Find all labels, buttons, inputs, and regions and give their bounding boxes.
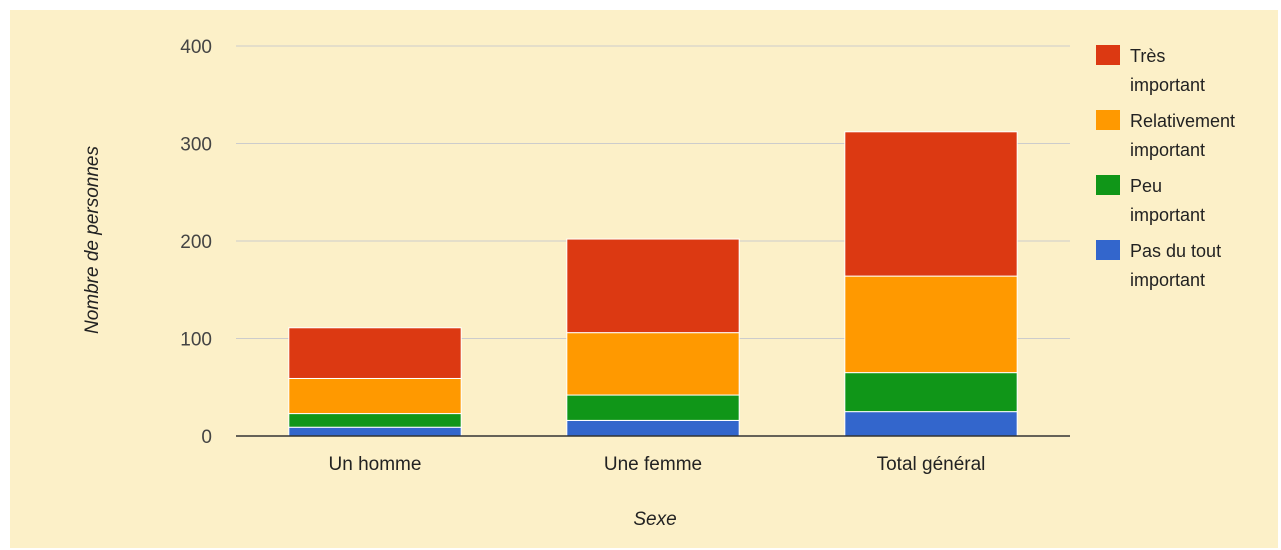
legend-swatch bbox=[1096, 45, 1120, 65]
y-axis-title: Nombre de personnes bbox=[82, 146, 103, 334]
x-axis-title: Sexe bbox=[633, 509, 676, 530]
legend-swatch bbox=[1096, 110, 1120, 130]
legend-item: Très important bbox=[1096, 45, 1205, 95]
bars bbox=[288, 131, 1018, 437]
legend-swatch bbox=[1096, 175, 1120, 195]
legend-item: Pas du tout important bbox=[1096, 240, 1221, 290]
x-tick-label: Total général bbox=[877, 454, 986, 475]
legend-label: Relativement important bbox=[1130, 111, 1235, 160]
bar-segment bbox=[844, 411, 1018, 437]
bar-segment bbox=[844, 131, 1018, 277]
legend-item: Relativement important bbox=[1096, 110, 1235, 160]
bar-segment bbox=[288, 413, 462, 428]
legend-swatch bbox=[1096, 240, 1120, 260]
y-tick-label: 0 bbox=[201, 427, 212, 448]
bar-segment bbox=[566, 394, 740, 421]
legend-label: Peu important bbox=[1130, 176, 1205, 225]
bar-segment bbox=[566, 238, 740, 334]
x-tick-labels: Un homme Une femme Total général bbox=[329, 454, 986, 475]
y-tick-label: 200 bbox=[180, 232, 212, 253]
legend-label: Pas du tout important bbox=[1130, 241, 1221, 290]
y-tick-label: 400 bbox=[180, 37, 212, 58]
x-tick-label: Une femme bbox=[604, 454, 702, 475]
bar-segment bbox=[844, 275, 1018, 374]
bar-segment bbox=[288, 426, 462, 437]
legend-item: Peu important bbox=[1096, 175, 1205, 225]
y-tick-labels: 0 100 200 300 400 bbox=[180, 37, 212, 448]
legend: Très important Relativement important Peu imp… bbox=[1096, 45, 1235, 290]
y-tick-label: 100 bbox=[180, 330, 212, 351]
y-tick-label: 300 bbox=[180, 135, 212, 156]
bar-segment bbox=[844, 372, 1018, 413]
legend-label: Très important bbox=[1130, 46, 1205, 95]
bar-segment bbox=[566, 332, 740, 396]
bar-segment bbox=[566, 419, 740, 437]
x-tick-label: Un homme bbox=[329, 454, 422, 475]
bar-segment bbox=[288, 377, 462, 415]
bar-segment bbox=[288, 327, 462, 379]
